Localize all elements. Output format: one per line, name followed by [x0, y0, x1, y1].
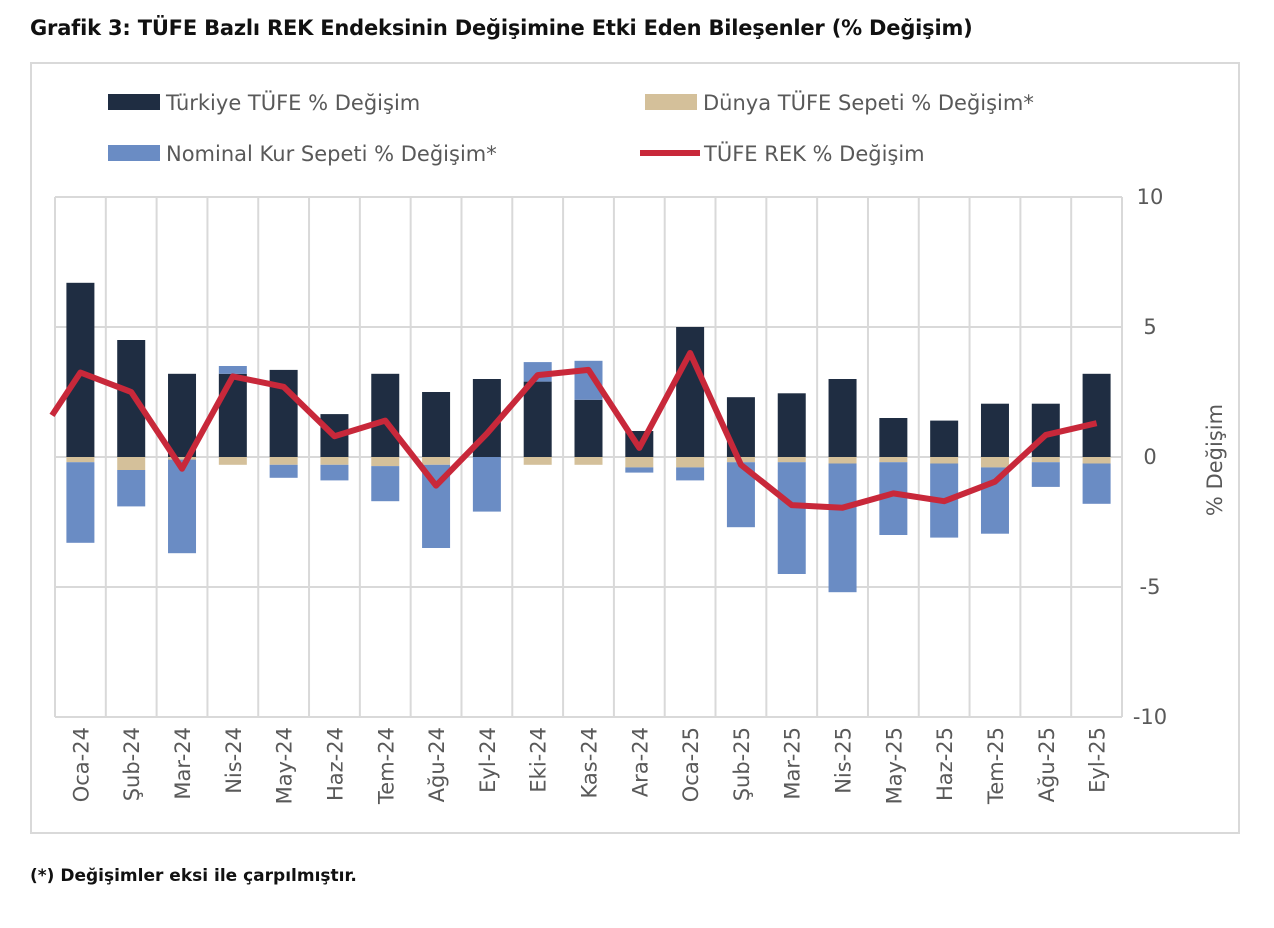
bar-nominal-kur [117, 470, 146, 507]
bar-dunya-tufe [269, 457, 298, 465]
bar-nominal-kur [1082, 463, 1111, 504]
x-tick-label: Mar-25 [781, 727, 805, 800]
x-tick-label: Haz-25 [933, 727, 957, 801]
x-tick-label: Mar-24 [171, 727, 195, 800]
bar-nominal-kur [66, 462, 95, 543]
chart-title: Grafik 3: TÜFE Bazlı REK Endeksinin Deği… [30, 16, 973, 40]
bar-nominal-kur [269, 464, 298, 478]
bar-dunya-tufe [168, 457, 197, 460]
x-tick-label: Tem-25 [984, 727, 1008, 805]
bar-dunya-tufe [218, 457, 247, 465]
bar-turkiye-tufe [371, 373, 400, 457]
bar-turkiye-tufe [930, 420, 959, 457]
bar-dunya-tufe [117, 457, 146, 470]
bar-dunya-tufe [1082, 457, 1111, 464]
x-tick-label: Ağu-25 [1035, 727, 1059, 802]
bar-nominal-kur [777, 462, 806, 574]
x-tick-label: Tem-24 [374, 727, 398, 805]
x-tick-label: Ağu-24 [425, 727, 449, 802]
x-tick-label: Nis-25 [832, 727, 856, 794]
bar-dunya-tufe [930, 457, 959, 464]
legend-swatch [645, 94, 697, 110]
x-tick-label: Şub-25 [730, 727, 754, 801]
x-tick-label: Kas-24 [578, 727, 602, 799]
y-tick-label: 5 [1143, 315, 1156, 339]
line-tufe-rek [49, 350, 1098, 511]
legend-swatch [108, 145, 160, 161]
y-tick-label: -10 [1133, 705, 1167, 729]
bar-nominal-kur [320, 464, 349, 481]
bar-dunya-tufe [422, 457, 451, 465]
chart-frame [30, 62, 1240, 834]
bar-turkiye-tufe [676, 327, 705, 457]
bar-dunya-tufe [320, 457, 349, 465]
bar-dunya-tufe [574, 457, 603, 465]
bar-turkiye-tufe [168, 373, 197, 457]
bar-nominal-kur [625, 467, 654, 473]
legend-label: TÜFE REK % Değişim [703, 141, 925, 166]
legend-label: Nominal Kur Sepeti % Değişim* [166, 142, 497, 166]
bar-turkiye-tufe [218, 373, 247, 457]
bar-dunya-tufe [879, 457, 908, 463]
bar-nominal-kur [218, 366, 247, 374]
footnote: (*) Değişimler eksi ile çarpılmıştır. [30, 866, 357, 886]
bar-nominal-kur [828, 463, 857, 593]
bar-nominal-kur [371, 466, 400, 502]
bar-dunya-tufe [828, 457, 857, 464]
x-tick-label: May-24 [273, 727, 297, 804]
bar-turkiye-tufe [879, 418, 908, 457]
bar-turkiye-tufe [1082, 373, 1111, 457]
bar-turkiye-tufe [777, 393, 806, 457]
bar-turkiye-tufe [422, 392, 451, 457]
bar-nominal-kur [168, 459, 197, 554]
x-tick-label: Oca-24 [69, 727, 93, 802]
bar-turkiye-tufe [980, 403, 1009, 457]
bar-turkiye-tufe [828, 379, 857, 457]
x-tick-label: Ara-24 [628, 727, 652, 797]
bar-turkiye-tufe [117, 340, 146, 457]
bar-turkiye-tufe [574, 399, 603, 457]
bar-nominal-kur [472, 457, 501, 512]
x-tick-label: Haz-24 [323, 727, 347, 801]
x-tick-label: Nis-24 [222, 727, 246, 794]
bar-dunya-tufe [371, 457, 400, 467]
bar-dunya-tufe [777, 457, 806, 463]
bar-nominal-kur [1031, 462, 1060, 487]
legend-label: Dünya TÜFE Sepeti % Değişim* [703, 90, 1034, 115]
y-axis-title: % Değişim [1203, 404, 1227, 516]
x-tick-label: Eki-24 [527, 727, 551, 793]
y-tick-label: 10 [1137, 185, 1164, 209]
bar-dunya-tufe [66, 457, 95, 463]
x-tick-label: Eyl-25 [1086, 727, 1110, 793]
y-tick-label: 0 [1143, 445, 1156, 469]
x-tick-label: Şub-24 [120, 727, 144, 801]
legend-swatch [108, 94, 160, 110]
x-tick-label: Oca-25 [679, 727, 703, 802]
bar-nominal-kur [980, 467, 1009, 534]
x-tick-label: Eyl-24 [476, 727, 500, 793]
legend-label: Türkiye TÜFE % Değişim [165, 90, 420, 115]
bar-turkiye-tufe [523, 381, 552, 457]
y-tick-label: -5 [1140, 575, 1161, 599]
bar-dunya-tufe [523, 457, 552, 465]
x-tick-label: May-25 [882, 727, 906, 804]
bar-nominal-kur [676, 467, 705, 481]
bar-dunya-tufe [1031, 457, 1060, 463]
bar-dunya-tufe [980, 457, 1009, 468]
bar-dunya-tufe [625, 457, 654, 468]
bar-dunya-tufe [676, 457, 705, 468]
